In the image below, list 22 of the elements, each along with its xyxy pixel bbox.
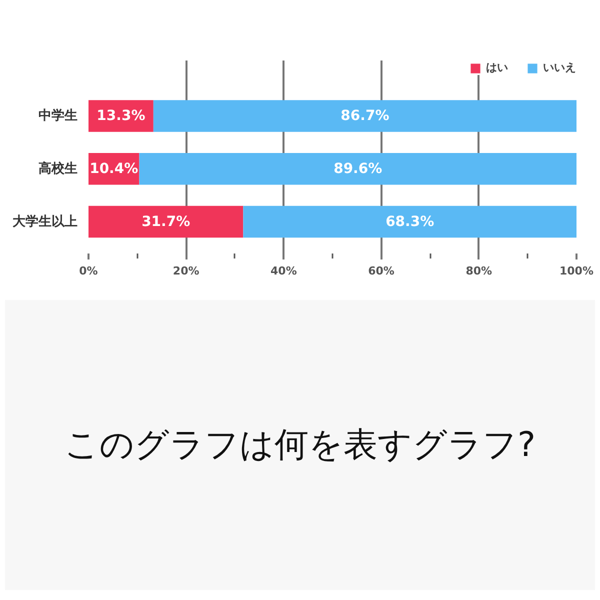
legend-label: はい: [486, 60, 508, 75]
bar: [243, 206, 576, 238]
data-label: 68.3%: [386, 214, 434, 230]
y-tick-label: 大学生以上: [12, 214, 78, 230]
x-tick-label: 100%: [560, 264, 594, 278]
x-tick-label: 20%: [172, 264, 200, 278]
data-label: 10.4%: [90, 160, 138, 177]
bar: [88, 206, 244, 238]
bar: [153, 100, 576, 132]
legend-label: いいえ: [543, 60, 576, 75]
y-tick-label: 高校生: [38, 160, 78, 176]
x-tick-label: 40%: [270, 264, 297, 278]
y-tick-label: 中学生: [38, 108, 78, 124]
x-tick-label: 60%: [368, 264, 394, 278]
data-label: 89.6%: [334, 160, 382, 177]
x-tick-label: 80%: [466, 264, 492, 278]
data-label: 86.7%: [340, 108, 390, 124]
text: このグラフは何を表すグラフ?: [5, 300, 595, 590]
x-tick-label: 0%: [79, 264, 98, 278]
bar: [139, 153, 576, 185]
data-label: 13.3%: [96, 108, 146, 124]
data-label: 31.7%: [142, 214, 190, 230]
